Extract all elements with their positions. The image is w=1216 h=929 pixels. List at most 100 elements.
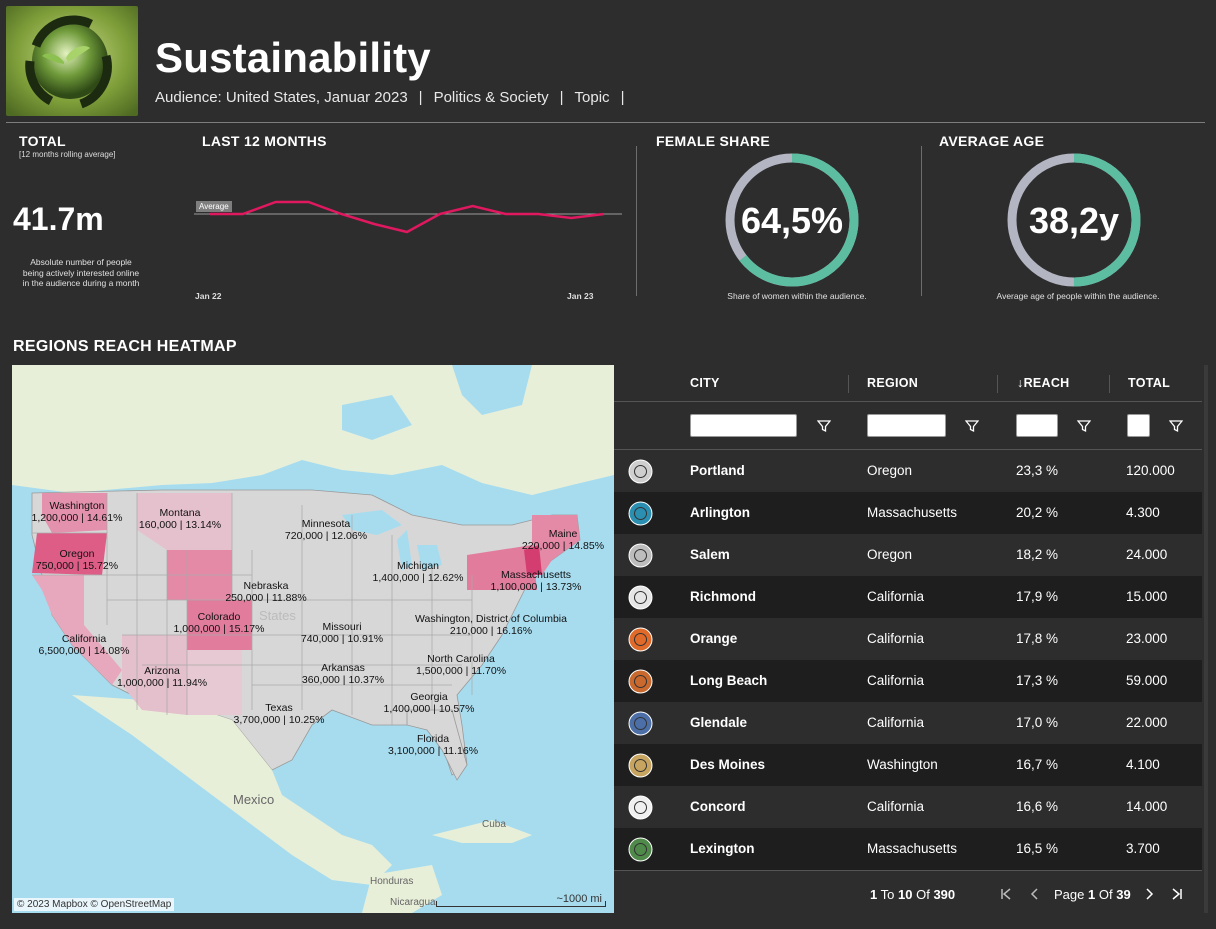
column-header-total[interactable]: TOTAL: [1128, 376, 1171, 390]
column-divider[interactable]: [997, 375, 998, 393]
hudson-bay: [452, 365, 532, 415]
lake-huron: [417, 545, 442, 570]
table-scrollbar[interactable]: [1204, 365, 1208, 913]
region-label-oregon: Oregon 750,000 | 15.72%: [36, 548, 118, 572]
region-name: Oregon: [59, 548, 95, 560]
table-row[interactable]: Portland Oregon 23,3 % 120.000: [614, 450, 1202, 492]
cell-total: 22.000: [1126, 715, 1168, 730]
total-description-line: in the audience during a month: [22, 278, 140, 288]
range-to-word: To: [880, 887, 895, 902]
region-name: Georgia: [410, 691, 448, 703]
region-label-florida: Florida 3,100,000 | 11.16%: [388, 733, 478, 757]
column-header-region[interactable]: REGION: [867, 376, 919, 390]
total-filter-input[interactable]: [1127, 414, 1150, 437]
city-seal-icon: [628, 669, 653, 694]
region-name: Nebraska: [243, 580, 289, 592]
average-age-gauge: [1007, 153, 1141, 287]
table-row[interactable]: Lexington Massachusetts 16,5 % 3.700: [614, 828, 1202, 870]
regions-heatmap-map[interactable]: Washington 1,200,000 | 14.61% Montana 160,…: [12, 365, 614, 913]
cell-total: 59.000: [1126, 673, 1168, 688]
region-name: Arizona: [144, 665, 180, 677]
column-divider[interactable]: [848, 375, 849, 393]
cell-region: Oregon: [867, 547, 913, 562]
page-title: Sustainability: [155, 34, 431, 81]
cell-region: California: [867, 673, 925, 688]
city-seal-icon: [628, 585, 653, 610]
region-value: 250,000 | 11.88%: [225, 592, 307, 604]
next-page-icon[interactable]: [1143, 888, 1155, 900]
region-label-maine: Maine 220,000 | 14.85%: [522, 528, 604, 552]
map-section-title: REGIONS REACH HEATMAP: [13, 338, 237, 355]
map-place-cuba: Cuba: [482, 819, 506, 830]
cell-reach: 16,7 %: [1016, 757, 1059, 772]
region-value: 3,700,000 | 10.25%: [233, 714, 325, 726]
table-row[interactable]: Arlington Massachusetts 20,2 % 4.300: [614, 492, 1202, 534]
x-axis-end-label: Jan 23: [567, 291, 594, 301]
region-value: 1,000,000 | 15.17%: [173, 623, 265, 635]
last-page-icon[interactable]: [1171, 888, 1183, 900]
arizona-state-area: [122, 635, 187, 715]
region-filter-input[interactable]: [867, 414, 946, 437]
cell-total: 4.300: [1126, 505, 1160, 520]
region-name: Maine: [548, 528, 578, 540]
cell-reach: 20,2 %: [1016, 505, 1059, 520]
column-divider[interactable]: [1109, 375, 1110, 393]
cell-region: California: [867, 715, 925, 730]
column-header-city[interactable]: CITY: [690, 376, 720, 390]
region-value: 1,400,000 | 12.62%: [372, 572, 464, 584]
header-subtitle: Audience: United States, Januar 2023 | Pol…: [155, 89, 635, 106]
cell-city: Salem: [690, 547, 730, 562]
cell-total: 24.000: [1126, 547, 1168, 562]
region-label-michigan: Michigan 1,400,000 | 12.62%: [373, 560, 464, 584]
region-value: 6,500,000 | 14.08%: [38, 645, 130, 657]
region-name: Michigan: [396, 560, 440, 572]
reach-filter-icon[interactable]: [1077, 419, 1091, 433]
previous-page-icon[interactable]: [1029, 888, 1041, 900]
table-row[interactable]: Des Moines Washington 16,7 % 4.100: [614, 744, 1202, 786]
region-label-georgia: Georgia 1,400,000 | 10.57%: [384, 691, 475, 715]
region-value: 740,000 | 10.91%: [300, 633, 384, 645]
cuba-land: [432, 820, 532, 843]
cell-city: Concord: [690, 799, 746, 814]
cell-reach: 16,6 %: [1016, 799, 1059, 814]
table-row[interactable]: Glendale California 17,0 % 22.000: [614, 702, 1202, 744]
cell-city: Richmond: [690, 589, 756, 604]
table-row[interactable]: Salem Oregon 18,2 % 24.000: [614, 534, 1202, 576]
city-seal-icon: [628, 795, 653, 820]
city-filter-icon[interactable]: [817, 419, 831, 433]
table-row[interactable]: Orange California 17,8 % 23.000: [614, 618, 1202, 660]
cell-region: California: [867, 799, 925, 814]
region-label-montana: Montana 160,000 | 13.14%: [139, 507, 221, 531]
cell-city: Lexington: [690, 841, 755, 856]
trend-series-line: [210, 200, 605, 234]
sort-desc-icon: ↓: [1017, 376, 1024, 390]
map-place-mexico: Mexico: [233, 792, 275, 807]
table-row[interactable]: Concord California 16,6 % 14.000: [614, 786, 1202, 828]
range-to: 10: [897, 887, 913, 902]
total-filter-icon[interactable]: [1169, 419, 1183, 433]
region-value: 220,000 | 14.85%: [521, 540, 605, 552]
lake-superior: [342, 510, 402, 535]
row-count: 390: [933, 887, 956, 902]
region-name: Washington: [49, 500, 105, 512]
region-label-nebraska: Nebraska 250,000 | 11.88%: [225, 580, 306, 604]
region-label-north-carolina: North Carolina 1,500,000 | 11.70%: [416, 653, 506, 677]
region-value: 720,000 | 12.06%: [284, 530, 368, 542]
column-header-reach[interactable]: ↓REACH: [1017, 376, 1070, 390]
cell-total: 4.100: [1126, 757, 1160, 772]
region-label-arizona: Arizona 1,000,000 | 11.94%: [117, 665, 207, 689]
city-seal-icon: [628, 627, 653, 652]
cell-total: 120.000: [1126, 463, 1175, 478]
lake-michigan: [397, 530, 412, 570]
pagination-summary: 1 To 10 Of 390: [870, 887, 955, 902]
city-filter-input[interactable]: [690, 414, 797, 437]
reach-filter-input[interactable]: [1016, 414, 1058, 437]
table-row[interactable]: Richmond California 17,9 % 15.000: [614, 576, 1202, 618]
table-row[interactable]: Long Beach California 17,3 % 59.000: [614, 660, 1202, 702]
region-name: Colorado: [197, 611, 241, 623]
region-value: 1,100,000 | 13.73%: [490, 581, 582, 593]
first-page-icon[interactable]: [1000, 888, 1012, 900]
region-filter-icon[interactable]: [965, 419, 979, 433]
map-credit[interactable]: © 2023 Mapbox © OpenStreetMap: [14, 898, 175, 911]
vermont-state-area: [524, 545, 542, 575]
